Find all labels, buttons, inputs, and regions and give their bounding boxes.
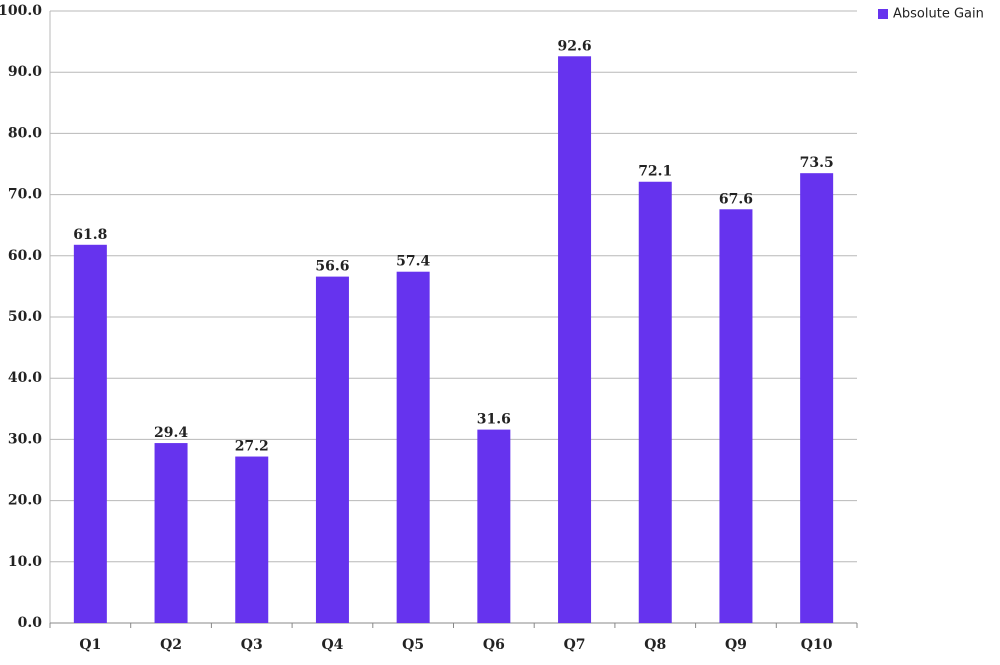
data-label: 57.4 <box>396 254 430 270</box>
y-tick-label: 30.0 <box>8 431 42 447</box>
y-tick-label: 70.0 <box>8 187 42 203</box>
x-tick-label: Q3 <box>241 637 263 653</box>
x-tick-label: Q1 <box>79 637 101 653</box>
legend-label: Absolute Gain <box>893 7 984 22</box>
x-tick-label: Q4 <box>321 637 343 653</box>
x-tick-label: Q2 <box>160 637 182 653</box>
y-tick-label: 90.0 <box>8 64 42 80</box>
y-tick-label: 0.0 <box>18 615 43 631</box>
legend-swatch <box>878 9 888 19</box>
y-tick-label: 40.0 <box>8 370 42 386</box>
bar <box>73 244 107 623</box>
bar <box>719 209 753 623</box>
y-tick-label: 80.0 <box>8 125 42 141</box>
bar <box>638 181 672 624</box>
y-tick-label: 60.0 <box>8 248 42 264</box>
x-tick-label: Q6 <box>483 637 505 653</box>
data-label: 61.8 <box>73 227 107 243</box>
x-tick-label: Q5 <box>402 637 424 653</box>
data-label: 56.6 <box>315 259 349 275</box>
data-label: 27.2 <box>235 439 269 455</box>
data-label: 31.6 <box>477 412 511 428</box>
bar <box>477 429 511 623</box>
data-label: 72.1 <box>638 164 672 180</box>
data-label: 67.6 <box>719 191 753 207</box>
x-tick-label: Q8 <box>644 637 666 653</box>
y-tick-label: 10.0 <box>8 554 42 570</box>
x-tick-label: Q10 <box>801 637 833 653</box>
data-label: 73.5 <box>800 155 834 171</box>
y-tick-label: 100.0 <box>0 3 42 19</box>
data-label: 92.6 <box>557 38 591 54</box>
x-tick-label: Q7 <box>564 637 586 653</box>
bar <box>315 276 349 623</box>
bar <box>396 271 430 623</box>
bar <box>558 56 592 623</box>
x-tick-label: Q9 <box>725 637 747 653</box>
y-tick-label: 20.0 <box>8 493 42 509</box>
bar <box>154 443 188 623</box>
y-tick-label: 50.0 <box>8 309 42 325</box>
data-label: 29.4 <box>154 425 188 441</box>
bar <box>235 456 269 623</box>
bar <box>800 173 834 623</box>
